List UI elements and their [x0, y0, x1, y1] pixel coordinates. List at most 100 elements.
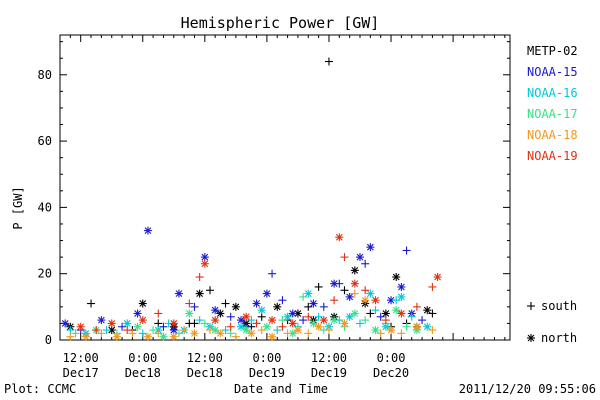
legend: METP-02 NOAA-15 NOAA-16 NOAA-17 NOAA-18 NOAA-… [527, 44, 578, 345]
legend-entry: NOAA-19 [527, 149, 578, 163]
data-point [149, 326, 158, 335]
data-point [278, 296, 287, 305]
data-point [376, 312, 385, 321]
data-point [66, 332, 75, 341]
data-point [123, 326, 132, 335]
data-point [107, 319, 116, 328]
data-point [71, 329, 80, 338]
data-point [211, 316, 220, 325]
y-tick-label: 40 [38, 200, 52, 214]
legend-entry: NOAA-16 [527, 86, 578, 100]
data-point [138, 299, 147, 308]
data-point [200, 253, 209, 262]
data-point [412, 302, 421, 311]
data-point [288, 309, 297, 318]
data-point [138, 329, 147, 338]
chart-title: Hemispheric Power [GW] [181, 14, 380, 32]
data-point [242, 312, 251, 321]
legend-entry: NOAA-15 [527, 65, 578, 79]
legend-south-marker [527, 302, 535, 310]
data-point [283, 329, 292, 338]
plot-area [59, 34, 511, 341]
data-point [330, 296, 339, 305]
data-point [309, 319, 318, 328]
data-point [361, 259, 370, 268]
y-axis: 0 20 40 60 80 [38, 41, 510, 347]
data-point [366, 289, 375, 298]
data-point [288, 319, 297, 328]
data-point [195, 273, 204, 282]
data-point [314, 322, 323, 331]
data-point [366, 309, 375, 318]
y-axis-label: P [GW] [11, 186, 25, 229]
data-points [61, 57, 442, 341]
data-point [221, 299, 230, 308]
data-point [330, 316, 339, 325]
data-point [402, 322, 411, 331]
data-point [97, 316, 106, 325]
legend-entry: METP-02 [527, 44, 578, 58]
data-point [361, 286, 370, 295]
data-point [299, 292, 308, 301]
data-point [169, 332, 178, 341]
data-point [433, 273, 442, 282]
data-point [262, 289, 271, 298]
y-tick-label: 20 [38, 267, 52, 281]
data-point [299, 316, 308, 325]
data-point [81, 332, 90, 341]
x-tick-label-time: 12:00 [187, 351, 223, 365]
x-tick-label-date: Dec20 [373, 366, 409, 380]
data-point [304, 329, 313, 338]
plot-frame [59, 34, 511, 341]
data-point [268, 316, 277, 325]
data-point [397, 329, 406, 338]
data-point [211, 326, 220, 335]
legend-entry: NOAA-18 [527, 128, 578, 142]
data-point [428, 326, 437, 335]
data-point [159, 322, 168, 331]
data-point [252, 319, 261, 328]
y-tick-label: 80 [38, 68, 52, 82]
data-point [195, 316, 204, 325]
data-point [87, 299, 96, 308]
data-point [392, 306, 401, 315]
data-point [262, 322, 271, 331]
x-tick-label-date: Dec18 [187, 366, 223, 380]
data-point [200, 259, 209, 268]
data-point [143, 226, 152, 235]
data-point [216, 329, 225, 338]
data-point [118, 322, 127, 331]
data-point [190, 302, 199, 311]
data-point [335, 279, 344, 288]
data-point [143, 332, 152, 341]
data-point [247, 329, 256, 338]
data-point [206, 326, 214, 335]
data-point [97, 329, 106, 338]
data-point [340, 253, 349, 262]
data-point [273, 302, 282, 311]
data-point [423, 306, 432, 315]
data-point [226, 322, 235, 331]
data-point [112, 332, 121, 341]
x-tick-label-date: Dec19 [249, 366, 285, 380]
data-point [324, 57, 333, 66]
x-tick-label-time: 0:00 [377, 351, 406, 365]
data-point [371, 326, 380, 335]
plot-timestamp: 2011/12/20 09:55:06 [459, 382, 596, 396]
data-point [257, 326, 266, 335]
data-point [314, 312, 323, 321]
data-point [226, 312, 235, 321]
data-point [309, 299, 318, 308]
data-point [133, 322, 142, 331]
data-point [180, 326, 189, 335]
data-point [361, 296, 370, 305]
data-point [304, 302, 313, 311]
data-point [345, 292, 354, 301]
data-point [237, 322, 246, 331]
data-point [154, 309, 163, 318]
data-point [76, 322, 85, 331]
data-point [159, 332, 168, 341]
data-point [350, 309, 359, 318]
data-point [293, 326, 302, 335]
data-point [304, 312, 313, 321]
